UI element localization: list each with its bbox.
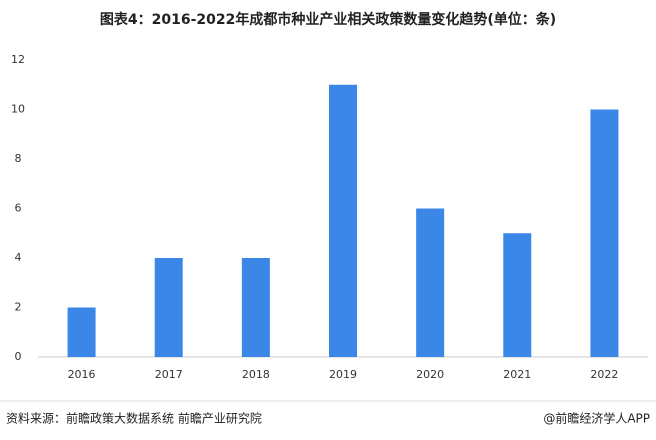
bar [329, 84, 357, 357]
bar [416, 208, 445, 357]
y-tick-label: 12 [11, 53, 25, 66]
bar [590, 109, 619, 357]
y-tick-label: 6 [15, 202, 22, 215]
bar [241, 258, 270, 357]
y-tick-label: 10 [11, 103, 25, 116]
source: 资料来源：前瞻政策大数据系统 前瞻产业研究院 [6, 411, 262, 426]
y-tick-label: 0 [15, 350, 22, 363]
x-tick-label: 2018 [242, 368, 270, 381]
x-tick-label: 2020 [416, 368, 444, 381]
bar [154, 258, 183, 357]
chart-title: 图表4：2016-2022年成都市种业产业相关政策数量变化趋势(单位：条) [100, 11, 556, 28]
x-tick-label: 2022 [590, 368, 618, 381]
bar [67, 307, 96, 357]
bar [503, 233, 532, 357]
x-tick-label: 2017 [155, 368, 183, 381]
y-tick-label: 8 [15, 152, 22, 165]
x-tick-label: 2019 [329, 368, 357, 381]
credit: @前瞻经济学人APP [543, 411, 650, 426]
x-tick-label: 2016 [68, 368, 96, 381]
x-tick-label: 2021 [503, 368, 531, 381]
y-tick-label: 2 [15, 301, 22, 314]
y-tick-label: 4 [15, 251, 22, 264]
